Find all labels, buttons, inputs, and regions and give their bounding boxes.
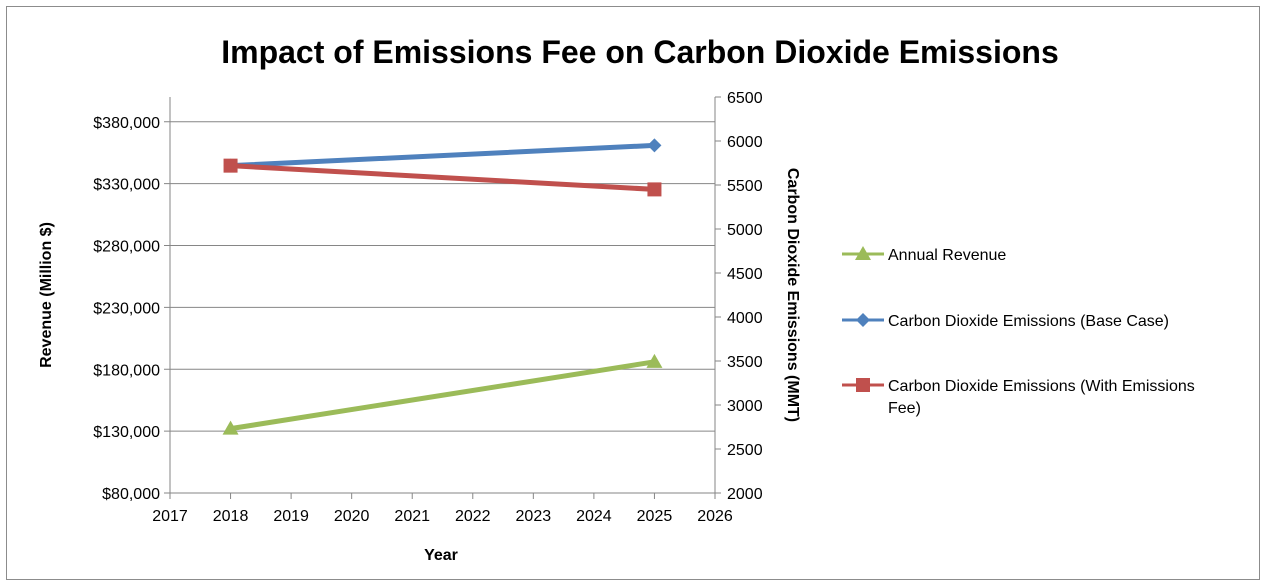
x-tick-label: 2024: [576, 508, 612, 525]
axes: [164, 96, 721, 499]
legend-marker-2: [856, 378, 870, 392]
y2-axis-label: Carbon Dioxide Emissions (MMT): [784, 168, 801, 422]
y2-tick-label: 6500: [727, 90, 763, 107]
y2-tick-labels: 2000 2500 3000 3500 4000 4500 5000 5500 6000 6500: [727, 90, 763, 503]
data-point-0-1: [646, 353, 663, 368]
legend-marker-0: [855, 246, 871, 260]
chart-title: Impact of Emissions Fee on Carbon Dioxid…: [221, 34, 1059, 70]
y2-tick-label: 2000: [727, 486, 763, 503]
x-tick-label: 2018: [213, 508, 249, 525]
series-line-2: [228, 163, 657, 192]
y-tick-label: $380,000: [93, 115, 160, 132]
chart-frame: [6, 6, 1260, 580]
legend-label-0: Annual Revenue: [888, 247, 1006, 264]
y-tick-label: $80,000: [102, 486, 160, 503]
legend-label-1: Carbon Dioxide Emissions (Base Case): [888, 313, 1169, 330]
x-tick-label: 2026: [697, 508, 733, 525]
data-point-2-1: [647, 182, 662, 197]
y2-tick-label: 5000: [727, 222, 763, 239]
x-tick-label: 2017: [152, 508, 188, 525]
series-line-0: [228, 359, 657, 432]
x-tick-label: 2025: [637, 508, 673, 525]
data-point-2-0: [223, 158, 238, 173]
legend: Annual Revenue Carbon Dioxide Emissions (…: [842, 246, 1195, 417]
x-tick-labels: 2017 2018 2019 2020 2021 2022 2023 2024 2025 2026: [152, 508, 733, 525]
x-tick-label: 2023: [516, 508, 552, 525]
x-tick-label: 2021: [394, 508, 430, 525]
x-tick-label: 2019: [273, 508, 309, 525]
series-line-1: [228, 142, 657, 169]
x-axis-label: Year: [424, 547, 458, 564]
y2-tick-label: 6000: [727, 134, 763, 151]
y-tick-label: $130,000: [93, 424, 160, 441]
legend-label-2: Carbon Dioxide Emissions (With Emissions…: [888, 378, 1195, 417]
data-point-0-0: [222, 420, 239, 435]
gridlines: [170, 121, 715, 432]
y-tick-label: $230,000: [93, 300, 160, 317]
series-layer: [222, 138, 663, 435]
y2-tick-label: 3000: [727, 398, 763, 415]
data-point-1-1: [647, 138, 662, 153]
x-tick-label: 2020: [334, 508, 370, 525]
y2-tick-label: 2500: [727, 442, 763, 459]
y2-tick-label: 4500: [727, 266, 763, 283]
x-tick-label: 2022: [455, 508, 491, 525]
y-tick-labels: $80,000 $130,000 $180,000 $230,000 $280,000 $…: [93, 115, 160, 503]
y2-tick-label: 5500: [727, 178, 763, 195]
y-tick-label: $180,000: [93, 362, 160, 379]
y-tick-label: $280,000: [93, 239, 160, 256]
y-tick-label: $330,000: [93, 177, 160, 194]
y2-tick-label: 4000: [727, 310, 763, 327]
y2-tick-label: 3500: [727, 354, 763, 371]
y-axis-label: Revenue (Million $): [38, 222, 55, 368]
legend-marker-1: [856, 313, 870, 327]
